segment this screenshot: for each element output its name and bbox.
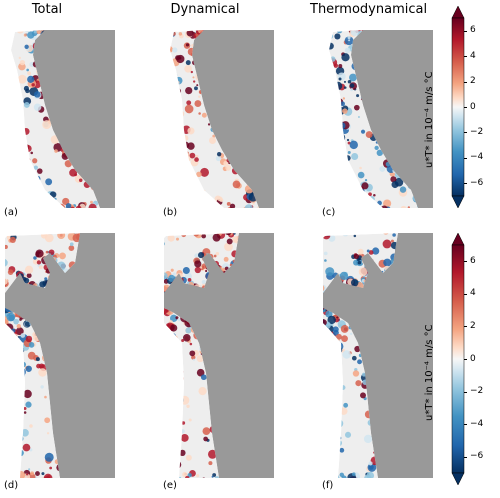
panel-label-a: (a) bbox=[4, 207, 18, 218]
colorbar-tick-mark bbox=[464, 293, 467, 295]
colorbar-tick-mark bbox=[464, 132, 467, 134]
map-panel-bottom-total bbox=[5, 233, 115, 478]
map-panel-top-dyn bbox=[164, 30, 274, 208]
panel-label-c: (c) bbox=[322, 207, 336, 218]
ocean-area bbox=[323, 233, 433, 478]
panel-label-d: (d) bbox=[4, 480, 19, 491]
map-panel-bottom-dyn bbox=[164, 233, 274, 478]
column-title-total: Total bbox=[31, 2, 63, 17]
colorbar-tick-label: −6 bbox=[470, 451, 484, 462]
ocean-area bbox=[192, 30, 274, 208]
colorbar-tick-label: −4 bbox=[470, 418, 484, 429]
colorbar-top-label: u*T* in 10⁻⁴ m/s °C bbox=[424, 71, 435, 168]
ocean-area bbox=[33, 30, 115, 208]
ocean-area bbox=[5, 233, 115, 478]
colorbar-tick-label: 2 bbox=[470, 320, 476, 331]
colorbar-tick-label: 0 bbox=[470, 353, 476, 364]
colorbar-tick-label: −2 bbox=[470, 126, 484, 137]
colorbar-tick-mark bbox=[464, 157, 467, 159]
colorbar-tick-label: 4 bbox=[470, 288, 476, 299]
colorbar-tick-mark bbox=[464, 81, 467, 83]
colorbar-tick-label: −6 bbox=[470, 177, 484, 188]
colorbar-tick-mark bbox=[464, 261, 467, 263]
map-panel-bottom-thermo bbox=[323, 233, 433, 478]
colorbar-tick-mark bbox=[464, 359, 467, 360]
colorbar-tick-mark bbox=[464, 456, 467, 458]
map-panel-top-total bbox=[5, 30, 115, 208]
column-title-thermodynamical: Thermodynamical bbox=[310, 2, 428, 17]
colorbar-tick-mark bbox=[464, 56, 467, 58]
colorbar-tick-mark bbox=[464, 183, 467, 185]
column-title-dynamical: Dynamical bbox=[170, 2, 240, 17]
ocean-area bbox=[351, 30, 433, 208]
colorbar-tick-mark bbox=[464, 391, 467, 393]
colorbar-tick-label: 6 bbox=[470, 255, 476, 266]
colorbar-tick-label: −2 bbox=[470, 386, 484, 397]
colorbar-tick-mark bbox=[464, 107, 467, 108]
colorbar-tick-mark bbox=[464, 424, 467, 426]
colorbar-tick-label: 2 bbox=[470, 76, 476, 87]
colorbar-tick-label: 4 bbox=[470, 50, 476, 61]
colorbar-tick-label: 0 bbox=[470, 101, 476, 112]
colorbar-tick-label: 6 bbox=[470, 25, 476, 36]
colorbar-tick-mark bbox=[464, 30, 467, 32]
colorbar-bottom-label: u*T* in 10⁻⁴ m/s °C bbox=[424, 324, 435, 421]
panel-label-b: (b) bbox=[163, 207, 178, 218]
colorbar-tick-mark bbox=[464, 326, 467, 328]
panel-label-f: (f) bbox=[322, 480, 334, 491]
ocean-area bbox=[164, 233, 274, 478]
colorbar-tick-label: −4 bbox=[470, 152, 484, 163]
panel-label-e: (e) bbox=[163, 480, 177, 491]
map-panel-top-thermo bbox=[323, 30, 433, 208]
